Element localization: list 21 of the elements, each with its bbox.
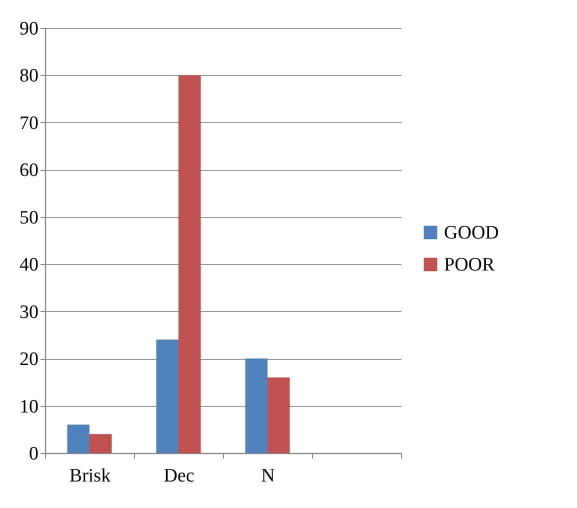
legend-label: POOR: [444, 254, 496, 276]
x-tick-label: N: [261, 466, 276, 486]
y-tick-label: 30: [20, 302, 38, 323]
bar: [67, 424, 90, 453]
y-tick-label: 90: [20, 18, 38, 40]
y-tick-label: 0: [29, 444, 38, 464]
x-tick-label: Dec: [164, 466, 194, 486]
y-tick-label: 80: [20, 66, 38, 87]
y-tick-label: 60: [20, 160, 38, 182]
bar: [156, 340, 178, 453]
y-tick-label: 20: [20, 349, 38, 370]
y-tick-label: 40: [20, 254, 38, 276]
legend-label: GOOD: [444, 222, 499, 244]
y-tick-label: 70: [20, 112, 38, 134]
bar: [178, 75, 201, 453]
y-tick-label: 50: [20, 207, 38, 228]
bar: [90, 434, 112, 453]
bar: [268, 377, 290, 453]
bar: [245, 358, 268, 453]
x-tick-label: Brisk: [69, 466, 112, 486]
y-tick-label: 10: [20, 396, 38, 418]
